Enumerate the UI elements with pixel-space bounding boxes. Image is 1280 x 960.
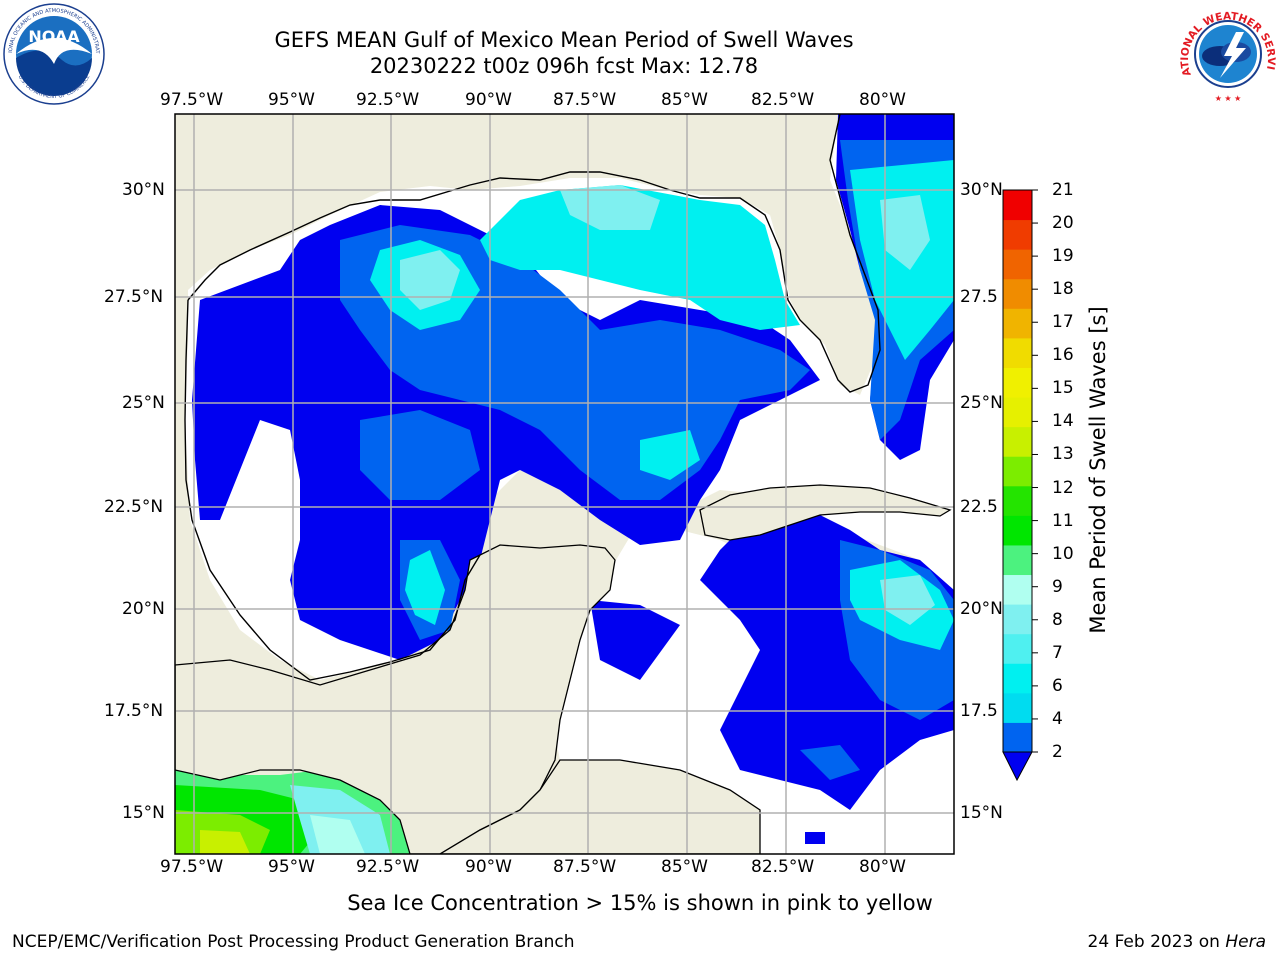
lat-tick-left: 25°N <box>122 393 165 413</box>
colorbar-segment <box>1003 337 1032 368</box>
lat-tick-left: 27.5°N <box>104 287 164 307</box>
lat-tick-right: 25°N <box>960 393 1003 413</box>
colorbar-tick-label: 12 <box>1052 477 1074 498</box>
lat-tick-left: 17.5°N <box>104 701 164 721</box>
lon-tick-top: 80°W <box>859 90 906 110</box>
lon-tick-top: 82.5°W <box>751 90 815 110</box>
chart-title: GEFS MEAN Gulf of Mexico Mean Period of … <box>274 28 854 52</box>
colorbar-segment <box>1003 544 1032 576</box>
colorbar-tick-label: 10 <box>1052 543 1074 564</box>
colorbar-segment <box>1003 722 1032 753</box>
colorbar-segment <box>1003 456 1032 487</box>
land-outlines <box>175 484 952 854</box>
footer-host: Hera <box>1225 932 1266 952</box>
footer-date: 24 Feb 2023 on Hera <box>1088 932 1266 952</box>
lon-tick-top: 85°W <box>661 90 708 110</box>
lon-tick-bottom: 95°W <box>268 857 315 877</box>
colorbar-segment <box>1003 278 1032 309</box>
colorbar-tick-label: 15 <box>1052 378 1074 399</box>
graticule <box>175 114 954 854</box>
colorbar-tick-label: 17 <box>1052 312 1074 333</box>
lon-tick-top: 95°W <box>268 90 315 110</box>
lat-tick-left: 22.5°N <box>104 497 164 517</box>
colorbar-segment <box>1003 663 1032 694</box>
footer-credit: NCEP/EMC/Verification Post Processing Pr… <box>12 932 575 952</box>
lat-tick-right: 30°N <box>960 180 1003 200</box>
lat-tick-right: 17.5 <box>960 701 998 721</box>
lon-tick-bottom: 82.5°W <box>751 857 815 877</box>
colorbar-tick-label: 19 <box>1052 246 1074 267</box>
lon-tick-bottom: 87.5°W <box>553 857 617 877</box>
sea-ice-note: Sea Ice Concentration > 15% is shown in … <box>347 891 933 915</box>
lon-tick-top: 87.5°W <box>553 90 617 110</box>
noaa-logo-text: NOAA <box>28 27 80 46</box>
lat-tick-right: 15°N <box>960 803 1003 823</box>
colorbar-tick-label: 4 <box>1052 708 1063 729</box>
colorbar-segment <box>1003 308 1032 339</box>
us-coastline <box>187 114 881 393</box>
chart-subtitle: 20230222 t00z 096h fcst Max: 12.78 <box>369 54 759 78</box>
colorbar-tick-label: 14 <box>1052 411 1074 432</box>
colorbar-tick-label: 2 <box>1052 742 1063 762</box>
lon-tick-bottom: 80°W <box>859 857 906 877</box>
lon-tick-bottom: 90°W <box>465 857 512 877</box>
lat-tick-right: 22.5 <box>960 497 998 517</box>
colorbar-tick-label: 6 <box>1052 675 1063 696</box>
colorbar <box>1002 189 1038 753</box>
noaa-logo: NOAA NATIONAL OCEANIC AND ATMOSPHERIC AD… <box>2 2 105 105</box>
colorbar-tick-label: 20 <box>1052 213 1074 234</box>
colorbar-tick-label: 18 <box>1052 279 1074 300</box>
colorbar-label: Mean Period of Swell Waves [s] <box>1086 306 1110 634</box>
lat-tick-right: 27.5 <box>960 287 998 307</box>
colorbar-segment <box>1003 397 1032 428</box>
colorbar-tick-label: 8 <box>1052 609 1063 630</box>
swell-band-6-8 <box>400 185 935 625</box>
lat-tick-right: 20°N <box>960 599 1003 619</box>
lat-tick-left: 30°N <box>122 180 165 200</box>
colorbar-segment <box>1003 190 1032 221</box>
colorbar-segment <box>1003 426 1032 457</box>
lat-tick-left: 15°N <box>122 803 165 823</box>
swell-band-4-6 <box>370 160 954 650</box>
colorbar-segment <box>1003 249 1032 280</box>
star-icon: ★ ★ ★ <box>1215 94 1242 103</box>
colorbar-under-arrow <box>1002 751 1033 782</box>
nws-logo: NATIONAL WEATHER SERVICE ★ ★ ★ <box>1176 2 1278 104</box>
colorbar-segment <box>1003 633 1032 664</box>
lon-tick-top: 92.5°W <box>356 90 420 110</box>
mexico-coastline <box>184 299 481 681</box>
colorbar-tick-label: 13 <box>1052 444 1074 465</box>
colorbar-tick-label: 16 <box>1052 345 1074 366</box>
lon-tick-bottom: 97.5°W <box>160 857 224 877</box>
footer-date-text: 24 Feb 2023 on <box>1087 932 1220 952</box>
colorbar-segment <box>1003 485 1032 516</box>
swell-sw-patch <box>175 770 420 854</box>
lat-tick-left: 20°N <box>122 599 165 619</box>
lon-tick-top: 97.5°W <box>160 90 224 110</box>
lon-tick-bottom: 85°W <box>661 857 708 877</box>
lon-tick-top: 90°W <box>465 90 512 110</box>
lon-tick-bottom: 92.5°W <box>356 857 420 877</box>
colorbar-tick-label: 9 <box>1052 576 1063 597</box>
colorbar-segment <box>1003 604 1032 635</box>
colorbar-segment <box>1003 692 1032 723</box>
colorbar-segment <box>1003 367 1032 398</box>
colorbar-tick-label: 7 <box>1052 642 1063 663</box>
colorbar-segment <box>1003 515 1032 546</box>
colorbar-segment <box>1003 219 1032 250</box>
colorbar-tick-label: 21 <box>1052 180 1074 200</box>
colorbar-tick-label: 11 <box>1052 510 1074 531</box>
map-frame <box>174 113 955 855</box>
colorbar-segment <box>1003 574 1032 605</box>
